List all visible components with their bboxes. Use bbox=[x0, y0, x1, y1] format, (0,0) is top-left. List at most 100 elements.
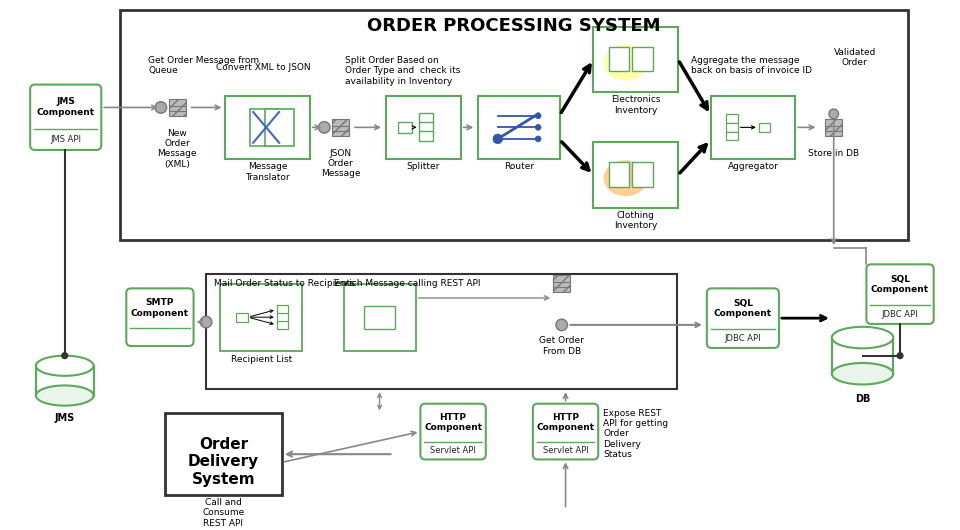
Bar bbox=[364, 306, 395, 329]
Text: JDBC API: JDBC API bbox=[725, 334, 761, 343]
Bar bbox=[420, 122, 433, 132]
Text: JSON
Order
Message: JSON Order Message bbox=[321, 148, 360, 178]
Bar bbox=[726, 123, 737, 131]
Text: Validated
Order: Validated Order bbox=[833, 48, 876, 67]
Bar bbox=[165, 413, 282, 495]
Text: Get Order Message from
Queue: Get Order Message from Queue bbox=[149, 56, 259, 75]
Ellipse shape bbox=[604, 160, 648, 196]
Text: ORDER PROCESSING SYSTEM: ORDER PROCESSING SYSTEM bbox=[367, 17, 660, 36]
Text: Split Order Based on
Order Type and  check its
availability in Inventory: Split Order Based on Order Type and chec… bbox=[346, 56, 461, 85]
Bar bbox=[726, 114, 737, 123]
Bar bbox=[332, 119, 349, 126]
Circle shape bbox=[536, 113, 541, 119]
Text: New
Order
Message
(XML): New Order Message (XML) bbox=[157, 129, 197, 169]
Text: Convert XML to JSON: Convert XML to JSON bbox=[216, 64, 310, 73]
Text: Servlet API: Servlet API bbox=[542, 446, 588, 455]
Bar bbox=[831, 338, 894, 374]
Circle shape bbox=[536, 125, 541, 130]
Text: Mail Order Status to Recipients: Mail Order Status to Recipients bbox=[214, 279, 354, 288]
Ellipse shape bbox=[604, 45, 648, 81]
Text: Splitter: Splitter bbox=[407, 162, 440, 171]
Text: Router: Router bbox=[504, 162, 534, 171]
Circle shape bbox=[319, 121, 330, 133]
Bar bbox=[120, 10, 908, 240]
Text: DB: DB bbox=[854, 394, 871, 404]
FancyBboxPatch shape bbox=[127, 288, 194, 346]
Text: Order
Delivery
System: Order Delivery System bbox=[188, 437, 259, 487]
Bar bbox=[276, 321, 288, 329]
Circle shape bbox=[493, 134, 503, 144]
Bar bbox=[386, 96, 461, 158]
FancyBboxPatch shape bbox=[420, 404, 486, 460]
Bar bbox=[276, 305, 288, 314]
Bar bbox=[633, 47, 653, 72]
Text: Aggregate the message
back on basis of invoice ID: Aggregate the message back on basis of i… bbox=[691, 56, 812, 75]
Bar bbox=[169, 104, 186, 111]
Bar bbox=[633, 162, 653, 187]
Bar bbox=[825, 129, 842, 136]
Ellipse shape bbox=[36, 385, 93, 405]
Bar bbox=[276, 313, 288, 322]
Bar bbox=[825, 124, 842, 131]
Bar bbox=[332, 129, 349, 136]
Text: JMS: JMS bbox=[55, 413, 75, 423]
Bar bbox=[236, 313, 248, 322]
Text: SQL
Component: SQL Component bbox=[714, 299, 772, 319]
Circle shape bbox=[898, 353, 903, 358]
Text: Enrich Message calling REST API: Enrich Message calling REST API bbox=[334, 279, 480, 288]
Text: HTTP
Component: HTTP Component bbox=[424, 413, 482, 432]
FancyBboxPatch shape bbox=[867, 264, 934, 324]
Bar bbox=[553, 285, 570, 292]
Text: Electronics
Inventory: Electronics Inventory bbox=[611, 95, 660, 114]
Circle shape bbox=[828, 109, 838, 119]
Bar bbox=[825, 119, 842, 126]
Bar bbox=[398, 122, 412, 132]
FancyBboxPatch shape bbox=[707, 288, 779, 348]
Text: Store in DB: Store in DB bbox=[808, 148, 859, 157]
Text: Servlet API: Servlet API bbox=[430, 446, 476, 455]
Text: Recipient List: Recipient List bbox=[230, 355, 292, 364]
Bar bbox=[221, 284, 302, 351]
Text: JDBC API: JDBC API bbox=[881, 310, 919, 319]
Bar bbox=[265, 109, 294, 146]
Text: SMTP
Component: SMTP Component bbox=[131, 298, 189, 317]
Bar bbox=[593, 27, 678, 92]
Bar bbox=[553, 280, 570, 287]
Circle shape bbox=[61, 353, 67, 358]
Ellipse shape bbox=[36, 356, 93, 376]
Bar bbox=[420, 113, 433, 124]
Text: Expose REST
API for getting
Order
Delivery
Status: Expose REST API for getting Order Delive… bbox=[603, 409, 668, 459]
Circle shape bbox=[556, 319, 567, 331]
Circle shape bbox=[156, 102, 167, 113]
Bar bbox=[206, 274, 677, 390]
Circle shape bbox=[201, 316, 212, 328]
Text: Message
Translator: Message Translator bbox=[245, 162, 290, 182]
Bar bbox=[251, 109, 279, 146]
Ellipse shape bbox=[831, 363, 894, 384]
Text: JMS
Component: JMS Component bbox=[36, 97, 95, 117]
Bar bbox=[609, 47, 629, 72]
Bar bbox=[332, 124, 349, 131]
Ellipse shape bbox=[831, 327, 894, 348]
Bar bbox=[36, 366, 93, 395]
Bar bbox=[169, 99, 186, 106]
Bar bbox=[758, 123, 770, 131]
FancyBboxPatch shape bbox=[533, 404, 598, 460]
Text: Aggregator: Aggregator bbox=[728, 162, 779, 171]
Text: JMS API: JMS API bbox=[50, 135, 82, 144]
Bar bbox=[344, 284, 416, 351]
Bar bbox=[420, 131, 433, 142]
Circle shape bbox=[536, 136, 541, 142]
Text: HTTP
Component: HTTP Component bbox=[537, 413, 594, 432]
Text: Clothing
Inventory: Clothing Inventory bbox=[614, 210, 658, 230]
Bar bbox=[478, 96, 560, 158]
Bar bbox=[169, 109, 186, 116]
Bar bbox=[226, 96, 310, 158]
Bar bbox=[609, 162, 629, 187]
Bar bbox=[726, 131, 737, 140]
Text: SQL
Component: SQL Component bbox=[871, 275, 929, 294]
Bar bbox=[553, 276, 570, 282]
Text: Get Order
From DB: Get Order From DB bbox=[540, 337, 584, 356]
Bar bbox=[593, 142, 678, 208]
Text: Call and
Consume
REST API: Call and Consume REST API bbox=[203, 498, 245, 528]
